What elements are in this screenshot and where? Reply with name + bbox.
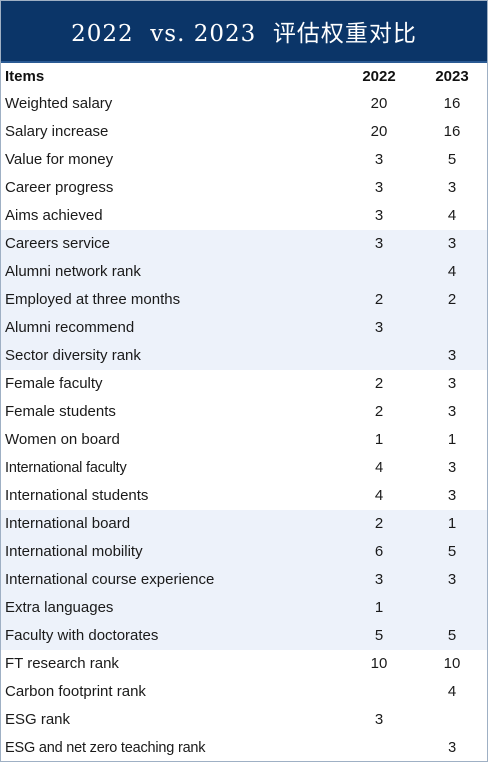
table-row: Women on board 1 1 — [1, 426, 487, 454]
row-item: Female students — [5, 403, 116, 420]
table-row: Salary increase 20 16 — [1, 118, 487, 146]
table-row: Weighted salary 20 16 — [1, 90, 487, 118]
row-item: International course experience — [5, 571, 215, 588]
row-2022: 3 — [374, 571, 384, 588]
table-title: 2022 vs. 2023 评估权重对比 — [1, 1, 487, 61]
table-row: Aims achieved 3 4 — [1, 202, 487, 230]
row-item: International mobility — [5, 543, 143, 560]
row-2023: 3 — [447, 571, 457, 588]
table-row: Sector diversity rank 3 — [1, 342, 487, 370]
table-row: Female students 2 3 — [1, 398, 487, 426]
row-item: Carbon footprint rank — [5, 683, 146, 700]
table-row: Female faculty 2 3 — [1, 370, 487, 398]
row-item: Salary increase — [5, 123, 109, 140]
table-row: FT research rank 10 10 — [1, 650, 487, 678]
row-item: Aims achieved — [5, 207, 103, 224]
table-row: International mobility 6 5 — [1, 538, 487, 566]
row-2023: 5 — [447, 627, 457, 644]
row-item: Sector diversity rank — [5, 347, 141, 364]
row-2022: 2 — [374, 515, 384, 532]
row-2023: 1 — [447, 431, 457, 448]
table-row: International board 2 1 — [1, 510, 487, 538]
row-2022: 2 — [374, 375, 384, 392]
table-row: Careers service 3 3 — [1, 230, 487, 258]
row-2023: 16 — [443, 95, 461, 112]
row-2022: 4 — [374, 487, 384, 504]
row-2023: 4 — [447, 207, 457, 224]
row-2023: 3 — [447, 235, 457, 252]
row-item: Women on board — [5, 431, 120, 448]
row-item: Employed at three months — [5, 291, 181, 308]
row-2023: 10 — [443, 655, 461, 672]
row-item: Weighted salary — [5, 95, 113, 112]
row-item: Careers service — [5, 235, 111, 252]
table-row: ESG rank 3 — [1, 706, 487, 734]
row-2022: 3 — [374, 151, 384, 168]
table-row: Alumni recommend 3 — [1, 314, 487, 342]
row-2022: 1 — [374, 599, 384, 616]
row-2023: 3 — [447, 347, 457, 364]
row-2023: 3 — [447, 375, 457, 392]
row-2023: 4 — [447, 263, 457, 280]
header-2022: 2022 — [362, 68, 396, 85]
row-2022: 3 — [374, 711, 384, 728]
row-2023: 3 — [447, 487, 457, 504]
row-2022: 6 — [374, 543, 384, 560]
row-2022: 20 — [370, 123, 388, 140]
title-divider — [1, 61, 487, 63]
row-2022: 3 — [374, 179, 384, 196]
row-2022: 3 — [374, 207, 384, 224]
row-item: Value for money — [5, 151, 114, 168]
header-items: Items — [5, 68, 45, 85]
table-row: Extra languages 1 — [1, 594, 487, 622]
table-row: International students 4 3 — [1, 482, 487, 510]
row-item: International board — [5, 515, 131, 532]
row-2022: 20 — [370, 95, 388, 112]
row-2022: 5 — [374, 627, 384, 644]
row-2023: 3 — [447, 403, 457, 420]
row-item: Career progress — [5, 179, 114, 196]
table-row: Faculty with doctorates 5 5 — [1, 622, 487, 650]
table-row: ESG and net zero teaching rank 3 — [1, 734, 487, 762]
row-item: Female faculty — [5, 375, 103, 392]
row-item: FT research rank — [5, 655, 119, 672]
table-row: Career progress 3 3 — [1, 174, 487, 202]
row-2022: 4 — [375, 460, 383, 476]
row-2022: 3 — [374, 235, 384, 252]
row-2023: 2 — [447, 291, 457, 308]
header-2023: 2023 — [435, 68, 469, 85]
row-2023: 1 — [447, 515, 457, 532]
row-2022: 2 — [374, 403, 384, 420]
table-row: Alumni network rank 4 — [1, 258, 487, 286]
row-item: International faculty — [5, 460, 127, 476]
table-row: Employed at three months 2 2 — [1, 286, 487, 314]
row-2023: 3 — [448, 740, 456, 756]
table-header-row: Items 2022 2023 — [1, 63, 487, 90]
table-row: Value for money 3 5 — [1, 146, 487, 174]
row-item: Alumni recommend — [5, 319, 135, 336]
row-item: Extra languages — [5, 599, 114, 616]
row-item: ESG rank — [5, 711, 71, 728]
row-2023: 5 — [447, 543, 457, 560]
row-2023: 3 — [447, 179, 457, 196]
row-2023: 4 — [447, 683, 457, 700]
table-row: International faculty 4 3 — [1, 454, 487, 482]
row-item: Alumni network rank — [5, 263, 141, 280]
row-2023: 5 — [447, 151, 457, 168]
table-row: Carbon footprint rank 4 — [1, 678, 487, 706]
row-2022: 1 — [374, 431, 384, 448]
row-item: International students — [5, 487, 149, 504]
row-2022: 3 — [374, 319, 384, 336]
row-2023: 16 — [443, 123, 461, 140]
row-2022: 2 — [374, 291, 384, 308]
table-row: International course experience 3 3 — [1, 566, 487, 594]
table-body: Weighted salary 20 16 Salary increase 20… — [1, 90, 487, 762]
row-2023: 3 — [448, 460, 456, 476]
row-item: ESG and net zero teaching rank — [5, 740, 206, 756]
row-item: Faculty with doctorates — [5, 627, 159, 644]
row-2022: 10 — [370, 655, 388, 672]
